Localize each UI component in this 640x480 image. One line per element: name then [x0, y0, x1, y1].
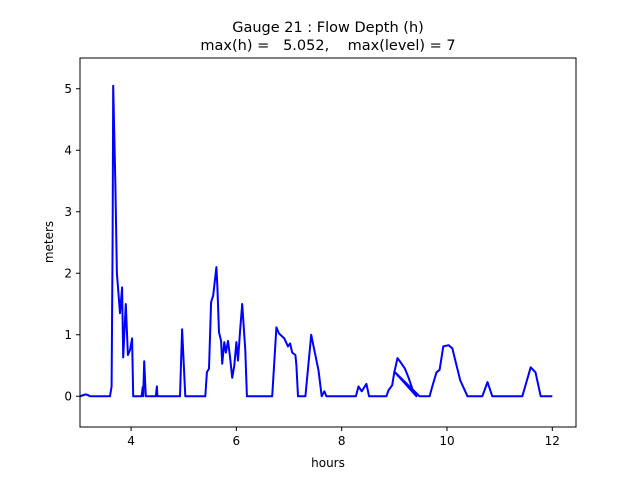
series-line-h: [79, 84, 553, 398]
x-tick-label: 10: [439, 434, 454, 448]
y-tick-label: 2: [64, 266, 72, 280]
y-tick-label: 0: [64, 389, 72, 403]
x-tick-label: 4: [127, 434, 135, 448]
x-tick-label: 12: [545, 434, 560, 448]
y-tick-label: 5: [64, 82, 72, 96]
chart-title: Gauge 21 : Flow Depth (h): [232, 20, 424, 36]
chart-subtitle: max(h) = 5.052, max(level) = 7: [200, 38, 455, 54]
x-axis-label: hours: [311, 456, 345, 470]
x-tick-label: 8: [338, 434, 346, 448]
y-axis-ticks: 0 1 2 3 4 5: [64, 82, 80, 403]
x-tick-label: 6: [233, 434, 241, 448]
axes-frame: [79, 57, 577, 428]
y-tick-label: 4: [64, 143, 72, 157]
y-tick-label: 3: [64, 205, 72, 219]
x-axis-ticks: 4 6 8 10 12: [127, 427, 560, 448]
y-axis-label: meters: [42, 221, 56, 263]
plot-area: [79, 57, 577, 428]
y-tick-label: 1: [64, 328, 72, 342]
